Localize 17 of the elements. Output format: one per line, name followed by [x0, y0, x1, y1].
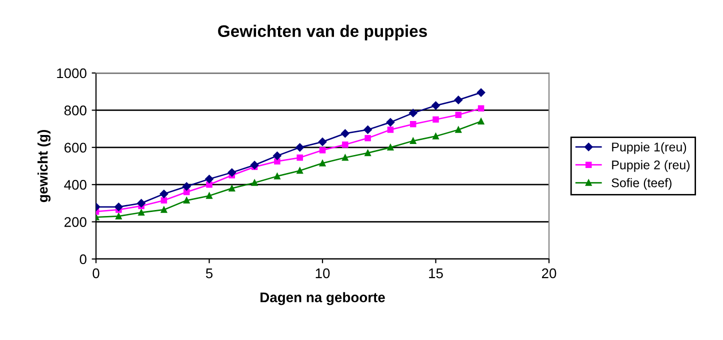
legend-label: Sofie (teef): [612, 178, 672, 190]
x-tick-label: 10: [316, 268, 330, 278]
legend-label: Puppie 1(reu): [612, 142, 686, 154]
x-tick-label: 0: [92, 268, 100, 278]
y-tick-label: 600: [64, 142, 86, 153]
legend-label: Puppie 2 (reu): [612, 160, 690, 172]
x-tick-label: 5: [206, 268, 213, 278]
y-tick-label: 1000: [57, 68, 86, 78]
y-tick-label: 400: [64, 180, 86, 190]
x-tick-label: 20: [542, 268, 556, 278]
x-axis-title: Dagen na geboorte: [260, 292, 385, 306]
y-tick-label: 0: [80, 254, 86, 264]
y-tick-label: 200: [64, 217, 86, 227]
chart-title: Gewichten van de puppies: [218, 24, 427, 40]
y-axis-title: gewicht (g): [38, 130, 51, 202]
x-tick-label: 15: [429, 268, 443, 278]
y-tick-label: 800: [64, 106, 86, 116]
